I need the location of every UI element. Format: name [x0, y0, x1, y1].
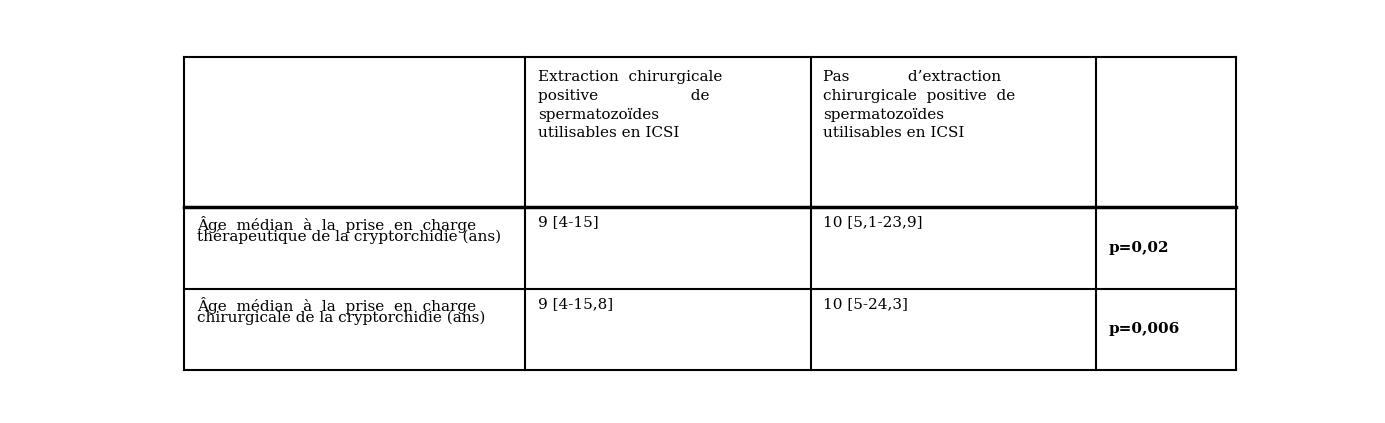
Text: spermatozoïdes: spermatozoïdes: [824, 107, 945, 121]
Text: chirurgicale  positive  de: chirurgicale positive de: [824, 89, 1015, 103]
Text: 9 [4-15]: 9 [4-15]: [537, 215, 598, 230]
Text: Extraction  chirurgicale: Extraction chirurgicale: [537, 70, 723, 84]
Text: utilisables en ICSI: utilisables en ICSI: [537, 126, 680, 140]
Text: 9 [4-15,8]: 9 [4-15,8]: [537, 297, 614, 311]
Text: Âge  médian  à  la  prise  en  charge: Âge médian à la prise en charge: [197, 215, 476, 233]
Text: thérapeutique de la cryptorchidie (ans): thérapeutique de la cryptorchidie (ans): [197, 229, 501, 244]
Text: p=0,02: p=0,02: [1109, 241, 1169, 255]
Text: chirurgicale de la cryptorchidie (ans): chirurgicale de la cryptorchidie (ans): [197, 310, 485, 325]
Text: 10 [5-24,3]: 10 [5-24,3]: [824, 297, 909, 311]
Text: positive                   de: positive de: [537, 89, 709, 103]
Text: Âge  médian  à  la  prise  en  charge: Âge médian à la prise en charge: [197, 297, 476, 314]
Text: spermatozoïdes: spermatozoïdes: [537, 107, 659, 121]
Text: 10 [5,1-23,9]: 10 [5,1-23,9]: [824, 215, 922, 230]
Text: Pas            d’extraction: Pas d’extraction: [824, 70, 1001, 84]
Text: p=0,006: p=0,006: [1109, 322, 1180, 336]
Text: utilisables en ICSI: utilisables en ICSI: [824, 126, 965, 140]
